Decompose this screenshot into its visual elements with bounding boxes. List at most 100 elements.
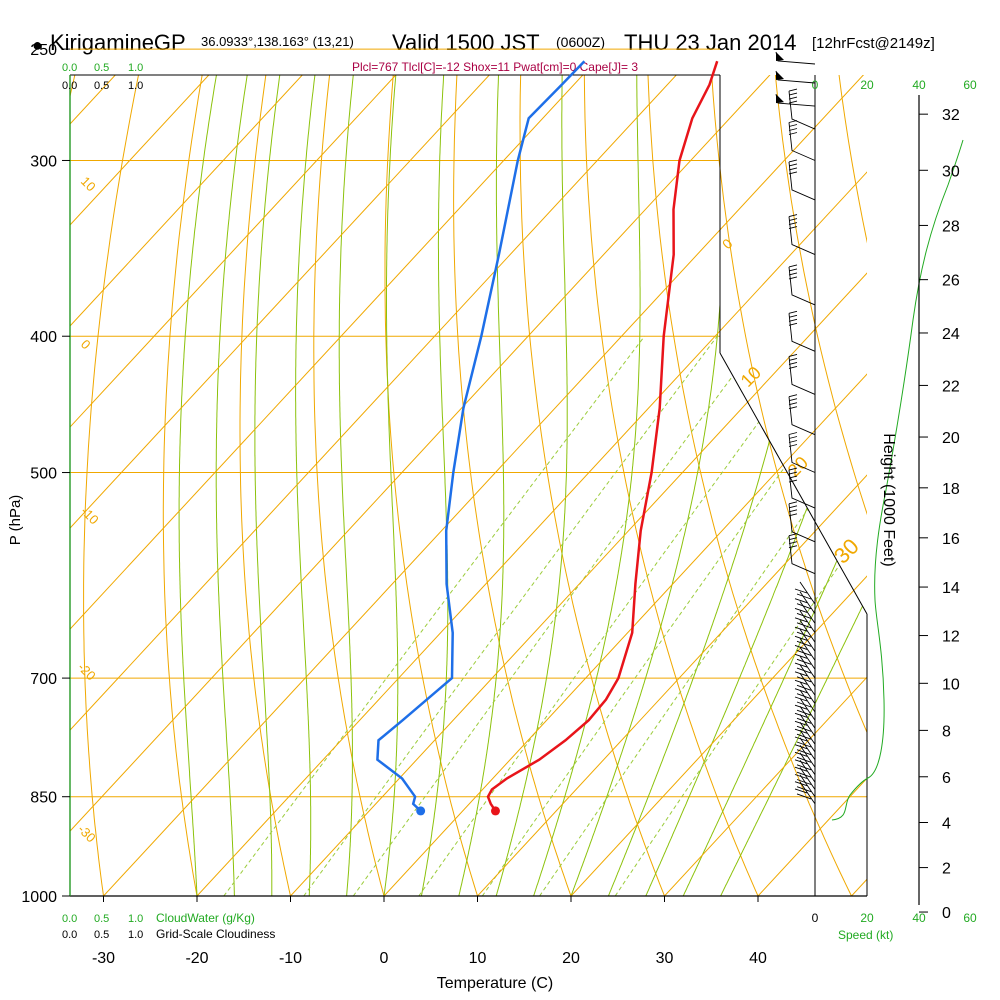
temperature-label--20: -20 (185, 950, 208, 967)
cloudiness-label: Grid-Scale Cloudiness (156, 927, 275, 941)
wind-barb (794, 673, 816, 696)
moist-adiabat (215, 75, 252, 896)
wind-barb (794, 619, 816, 643)
speed-top-black-0: 0 (812, 78, 819, 92)
wind-barb (788, 432, 816, 473)
speed-bottom-40: 40 (912, 911, 926, 925)
moist-adiabat (295, 75, 319, 896)
valid-time: Valid 1500 JST (392, 30, 540, 55)
x-axis-label: Temperature (C) (437, 975, 553, 992)
cloud-scale-bottom-black-0: 0.0 (62, 929, 77, 941)
speed-axis-label: Speed (kt) (838, 928, 893, 942)
cloud-scale-bottom-black-2: 1.0 (128, 929, 143, 941)
moist-adiabat (178, 75, 222, 896)
dry-adiabat (519, 75, 666, 896)
moist-adiabat (720, 75, 867, 896)
isotherm-label: 30 (829, 534, 864, 569)
station-name: KirigamineGP (50, 30, 186, 55)
speed-bottom-60: 60 (963, 911, 977, 925)
isotherm-line (851, 878, 867, 896)
wind-barb (794, 638, 816, 661)
cloud-scale-top-green-0: 0.0 (62, 62, 77, 74)
dry-adiabat (162, 75, 203, 896)
pressure-label-400: 400 (30, 329, 57, 346)
cloud-scale-top-green-1: 0.5 (94, 62, 109, 74)
moist-adiabat (383, 75, 399, 896)
right-frame-diagonal (719, 352, 868, 615)
speed-bottom-20: 20 (860, 911, 874, 925)
speed-top-40: 40 (912, 78, 926, 92)
wind-barb (794, 752, 816, 776)
isotherm-label: 10 (78, 174, 99, 195)
dry-adiabat (838, 75, 867, 244)
temperature-label-40: 40 (749, 950, 767, 967)
height-label-2: 2 (942, 861, 951, 878)
wind-speed-panel: 0 20 40 60 0 20 40 60 Speed (kt) (775, 51, 977, 942)
forecast-info: [12hrFcst@2149z] (812, 35, 935, 52)
cloud-scale-bottom: 0.0 0.5 1.0 CloudWater (g/Kg) 0.0 0.5 1.… (62, 911, 275, 941)
mixing-ratio-line (481, 335, 867, 896)
valid-time-utc: (0600Z) (556, 34, 605, 50)
wind-barb (794, 610, 816, 634)
pressure-label-850: 850 (30, 790, 57, 807)
moist-adiabat (645, 75, 867, 896)
height-label-18: 18 (942, 481, 960, 498)
mixing-ratio-label: 2 (291, 902, 307, 917)
height-label-8: 8 (942, 723, 951, 740)
height-label-12: 12 (942, 629, 960, 646)
temperature-label--10: -10 (279, 950, 302, 967)
mixing-ratio-lines: 1 2 3 5 8 12 20 (223, 335, 867, 917)
y-axis-label: P (hPa) (7, 495, 24, 546)
dry-adiabat (896, 24, 1000, 926)
wind-speed-profile (831, 139, 964, 821)
mixing-ratio-label: 8 (469, 902, 485, 917)
wind-barb (788, 501, 816, 543)
pressure-label-700: 700 (30, 671, 57, 688)
wind-barb (794, 601, 816, 624)
wind-barb (794, 781, 816, 805)
cloudwater-label: CloudWater (g/Kg) (156, 911, 255, 925)
mixing-ratio-line (418, 335, 822, 896)
isotherm-line (70, 75, 304, 327)
speed-top-20: 20 (860, 78, 874, 92)
isotherm-label: 10 (737, 363, 765, 391)
wind-barb (794, 774, 816, 797)
temperature-profile-line (486, 60, 719, 812)
isotherm-label: 20 (784, 453, 812, 481)
mixing-ratio-label: 3 (340, 902, 356, 917)
wind-barb (788, 467, 816, 509)
surface-dewpoint-marker (416, 806, 426, 816)
wind-barb (788, 120, 816, 161)
height-label-6: 6 (942, 770, 951, 787)
cloud-scale-top-black-1: 0.5 (94, 80, 109, 92)
speed-top-60: 60 (963, 78, 977, 92)
wind-barb (794, 737, 816, 760)
dry-adiabat (83, 75, 140, 896)
dry-adiabat (0, 24, 25, 926)
isotherm-line (477, 474, 867, 896)
height-label-30: 30 (942, 163, 960, 180)
temperature-label-20: 20 (562, 950, 580, 967)
isotherm-label: 0 (78, 337, 94, 353)
temperature-label-0: 0 (380, 950, 389, 967)
isotherm-line (290, 272, 867, 896)
wind-barb (794, 655, 816, 679)
wind-barb (788, 394, 816, 436)
speed-bottom-0: 0 (812, 911, 819, 925)
mixing-ratio-line (539, 335, 867, 896)
isotherm-line (70, 75, 210, 226)
height-label-16: 16 (942, 531, 960, 548)
pressure-label-500: 500 (30, 466, 57, 483)
wind-barb (788, 264, 816, 306)
wind-barb (788, 353, 816, 395)
wind-barb (794, 745, 816, 768)
wind-barb (794, 706, 816, 729)
wind-barb (794, 629, 816, 652)
cloud-scale-bottom-black-1: 0.5 (94, 929, 109, 941)
moist-adiabat (420, 75, 449, 896)
mixing-ratio-line (614, 335, 867, 896)
wind-barb (788, 214, 816, 256)
moist-adiabat (533, 75, 641, 896)
